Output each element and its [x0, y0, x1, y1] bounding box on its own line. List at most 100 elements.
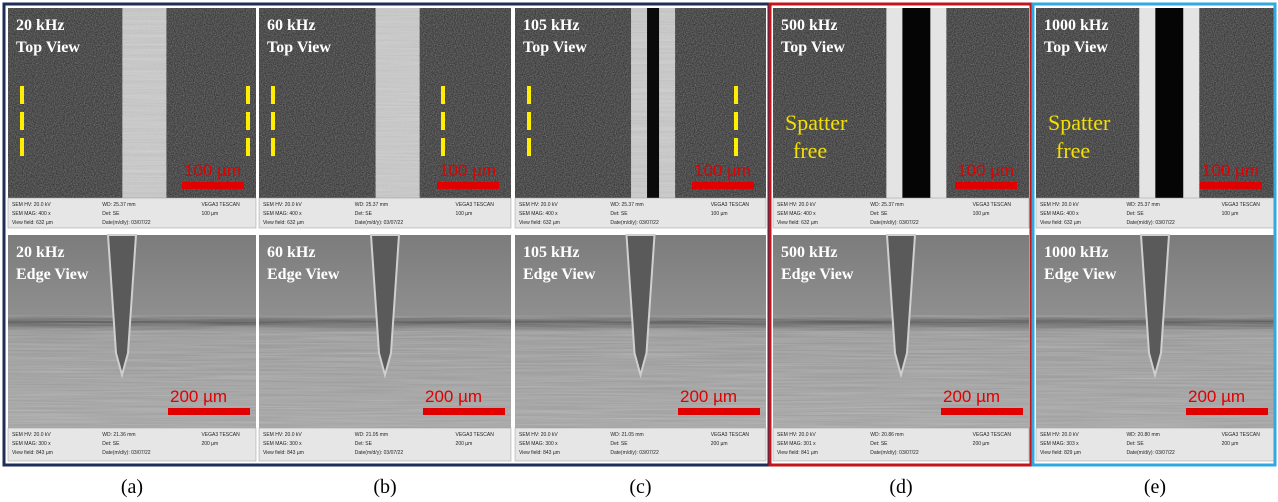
info-text: View field: 841 µm	[777, 450, 818, 456]
yellow-dash	[441, 138, 445, 156]
info-text: 100 µm	[973, 211, 990, 217]
gap	[902, 8, 930, 198]
ridge	[930, 8, 946, 198]
ridge	[1139, 8, 1155, 198]
scale-bar	[955, 182, 1017, 189]
scale-label: 100 µm	[439, 161, 496, 180]
ridge	[886, 8, 902, 198]
panel-label: 20 kHz	[16, 244, 64, 261]
info-text: Det: SE	[610, 441, 628, 447]
info-text: VEGA3 TESCAN	[973, 432, 1012, 438]
yellow-dash	[271, 86, 275, 104]
caption: (d)	[889, 476, 912, 498]
info-text: View field: 632 µm	[777, 220, 818, 226]
info-text: Date(m/d/y): 03/07/22	[355, 220, 404, 226]
info-text: Det: SE	[102, 441, 120, 447]
panel-label: 60 kHz	[267, 244, 315, 261]
panel-label: 500 kHz	[781, 244, 837, 261]
info-text: View field: 632 µm	[519, 220, 560, 226]
info-text: SEM MAG: 303 x	[1040, 441, 1079, 447]
info-text: Date(m/d/y): 03/07/22	[102, 450, 151, 456]
info-text: WD: 20.86 mm	[870, 432, 903, 438]
info-text: SEM HV: 20.0 kV	[777, 432, 816, 438]
annotation: Spatter	[1048, 110, 1111, 135]
panel-label: Edge View	[267, 266, 340, 283]
info-text: WD: 25.37 mm	[610, 202, 643, 208]
info-text: Date(m/d/y): 03/07/22	[102, 220, 151, 226]
info-text: VEGA3 TESCAN	[711, 202, 750, 208]
info-text: SEM MAG: 300 x	[263, 441, 302, 447]
info-text: VEGA3 TESCAN	[711, 432, 750, 438]
info-text: VEGA3 TESCAN	[456, 202, 495, 208]
ridge-texture	[376, 8, 420, 198]
scale-bar	[168, 408, 250, 415]
scale-bar	[423, 408, 505, 415]
annotation: free	[1056, 138, 1090, 163]
info-text: WD: 20.80 mm	[1126, 432, 1159, 438]
yellow-dash	[246, 138, 250, 156]
info-text: SEM MAG: 300 x	[12, 441, 51, 447]
scale-label: 200 µm	[943, 387, 1000, 406]
panel-label: Top View	[16, 39, 80, 56]
panel-label: 60 kHz	[267, 17, 315, 34]
info-text: SEM MAG: 400 x	[1040, 211, 1079, 217]
info-text: 100 µm	[711, 211, 728, 217]
yellow-dash	[20, 138, 24, 156]
annotation: free	[793, 138, 827, 163]
scale-label: 200 µm	[170, 387, 227, 406]
info-text: SEM HV: 20.0 kV	[519, 202, 558, 208]
yellow-dash	[246, 112, 250, 130]
info-text: VEGA3 TESCAN	[456, 432, 495, 438]
info-text: View field: 632 µm	[1040, 220, 1081, 226]
info-text: Det: SE	[610, 211, 628, 217]
scale-bar	[692, 182, 754, 189]
scale-bar	[1200, 182, 1262, 189]
info-text: Date(m/d/y): 03/07/22	[355, 450, 404, 456]
info-text: 100 µm	[456, 211, 473, 217]
info-text: WD: 25.37 mm	[102, 202, 135, 208]
yellow-dash	[734, 138, 738, 156]
info-text: SEM HV: 20.0 kV	[519, 432, 558, 438]
yellow-dash	[246, 86, 250, 104]
info-text: VEGA3 TESCAN	[1222, 202, 1261, 208]
yellow-dash	[271, 112, 275, 130]
info-text: View field: 632 µm	[12, 220, 53, 226]
scale-bar	[437, 182, 499, 189]
panel-label: 1000 kHz	[1044, 244, 1108, 261]
info-text: WD: 25.37 mm	[870, 202, 903, 208]
info-text: WD: 25.37 mm	[1126, 202, 1159, 208]
panel-label: Edge View	[523, 266, 596, 283]
info-text: VEGA3 TESCAN	[201, 202, 240, 208]
scale-label: 100 µm	[957, 161, 1014, 180]
scale-bar	[941, 408, 1023, 415]
info-text: WD: 25.37 mm	[355, 202, 388, 208]
info-text: WD: 21.05 mm	[610, 432, 643, 438]
yellow-dash	[20, 112, 24, 130]
info-text: View field: 632 µm	[263, 220, 304, 226]
info-text: Date(m/d/y): 03/07/22	[1126, 220, 1175, 226]
annotation: Spatter	[785, 110, 848, 135]
info-text: SEM MAG: 400 x	[777, 211, 816, 217]
info-text: VEGA3 TESCAN	[973, 202, 1012, 208]
panel-label: 500 kHz	[781, 17, 837, 34]
info-text: 200 µm	[456, 441, 473, 447]
info-text: Date(m/d/y): 03/07/22	[870, 220, 919, 226]
info-text: SEM MAG: 300 x	[519, 441, 558, 447]
info-text: Det: SE	[102, 211, 120, 217]
scale-label: 200 µm	[425, 387, 482, 406]
gap	[1155, 8, 1183, 198]
info-text: VEGA3 TESCAN	[201, 432, 240, 438]
info-text: VEGA3 TESCAN	[1222, 432, 1261, 438]
yellow-dash	[734, 112, 738, 130]
panel-label: Top View	[267, 39, 331, 56]
yellow-dash	[527, 138, 531, 156]
info-text: SEM HV: 20.0 kV	[777, 202, 816, 208]
figure: 20 kHz Top View 100 µm SEM HV: 20.0 kV WD: 2…	[0, 0, 1278, 502]
yellow-dash	[441, 86, 445, 104]
info-text: View field: 829 µm	[1040, 450, 1081, 456]
